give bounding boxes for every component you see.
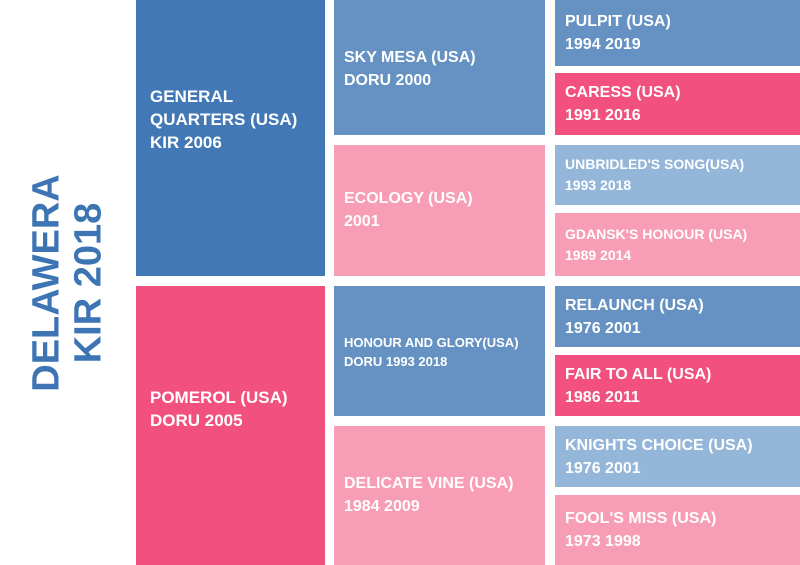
dss-meta: 1976 2001 (565, 319, 641, 337)
sire-sire-name: SKY MESA (USA) (344, 49, 476, 66)
sdd-meta: 1989 2014 (565, 246, 632, 263)
dsd-meta: 1986 2011 (565, 388, 640, 406)
dss-name: RELAUNCH (USA) (565, 296, 704, 314)
sire-name-line2: QUARTERS (USA) (150, 109, 298, 129)
ssd-name: CARESS (USA) (565, 84, 681, 101)
sss-meta: 1994 2019 (565, 36, 641, 53)
ssd-box: CARESS (USA) 1991 2016 (555, 73, 800, 135)
sire-dam-meta: 2001 (344, 213, 380, 230)
dam-name: POMEROL (USA) (150, 387, 288, 407)
dds-box: KNIGHTS CHOICE (USA) 1976 2001 (555, 426, 800, 487)
ddd-name: FOOL'S MISS (USA) (565, 510, 717, 527)
sire-box: GENERAL QUARTERS (USA) KIR 2006 (136, 0, 325, 276)
sire-dam-name: ECOLOGY (USA) (344, 190, 473, 207)
sire-meta: KIR 2006 (150, 132, 222, 152)
dds-name: KNIGHTS CHOICE (USA) (565, 436, 753, 454)
dds-meta: 1976 2001 (565, 459, 641, 477)
sds-meta: 1993 2018 (565, 177, 632, 193)
dam-sire-meta: DORU 1993 2018 (344, 354, 448, 369)
sire-sire-box: SKY MESA (USA) DORU 2000 (334, 0, 545, 135)
sire-dam-box: ECOLOGY (USA) 2001 (334, 145, 545, 276)
dam-sire-box: HONOUR AND GLORY(USA) DORU 1993 2018 (334, 286, 545, 416)
dam-box: POMEROL (USA) DORU 2005 (136, 286, 325, 565)
dam-meta: DORU 2005 (150, 410, 243, 430)
dsd-name: FAIR TO ALL (USA) (565, 365, 712, 383)
sire-sire-meta: DORU 2000 (344, 72, 432, 89)
ddd-meta: 1973 1998 (565, 533, 641, 550)
sire-name-line1: GENERAL (150, 86, 234, 106)
sss-name: PULPIT (USA) (565, 13, 671, 30)
dsd-box: FAIR TO ALL (USA) 1986 2011 (555, 355, 800, 416)
ddd-box: FOOL'S MISS (USA) 1973 1998 (555, 495, 800, 565)
sds-box: UNBRIDLED'S SONG(USA) 1993 2018 (555, 145, 800, 205)
sdd-name: GDANSK'S HONOUR (USA) (565, 225, 748, 242)
sss-box: PULPIT (USA) 1994 2019 (555, 0, 800, 66)
dam-dam-name: DELICATE VINE (USA) (344, 475, 514, 492)
horse-foaling: KIR 2018 (68, 202, 111, 363)
sdd-box: GDANSK'S HONOUR (USA) 1989 2014 (555, 213, 800, 276)
dam-sire-name: HONOUR AND GLORY(USA) (344, 335, 519, 350)
horse-name-title: DELAWERA KIR 2018 (26, 174, 110, 391)
horse-name-panel: DELAWERA KIR 2018 (0, 0, 136, 565)
horse-name: DELAWERA (26, 173, 69, 392)
dss-box: RELAUNCH (USA) 1976 2001 (555, 286, 800, 347)
dam-dam-box: DELICATE VINE (USA) 1984 2009 (334, 426, 545, 565)
ssd-meta: 1991 2016 (565, 107, 641, 124)
dam-dam-meta: 1984 2009 (344, 498, 420, 515)
sds-name: UNBRIDLED'S SONG(USA) (565, 156, 745, 172)
